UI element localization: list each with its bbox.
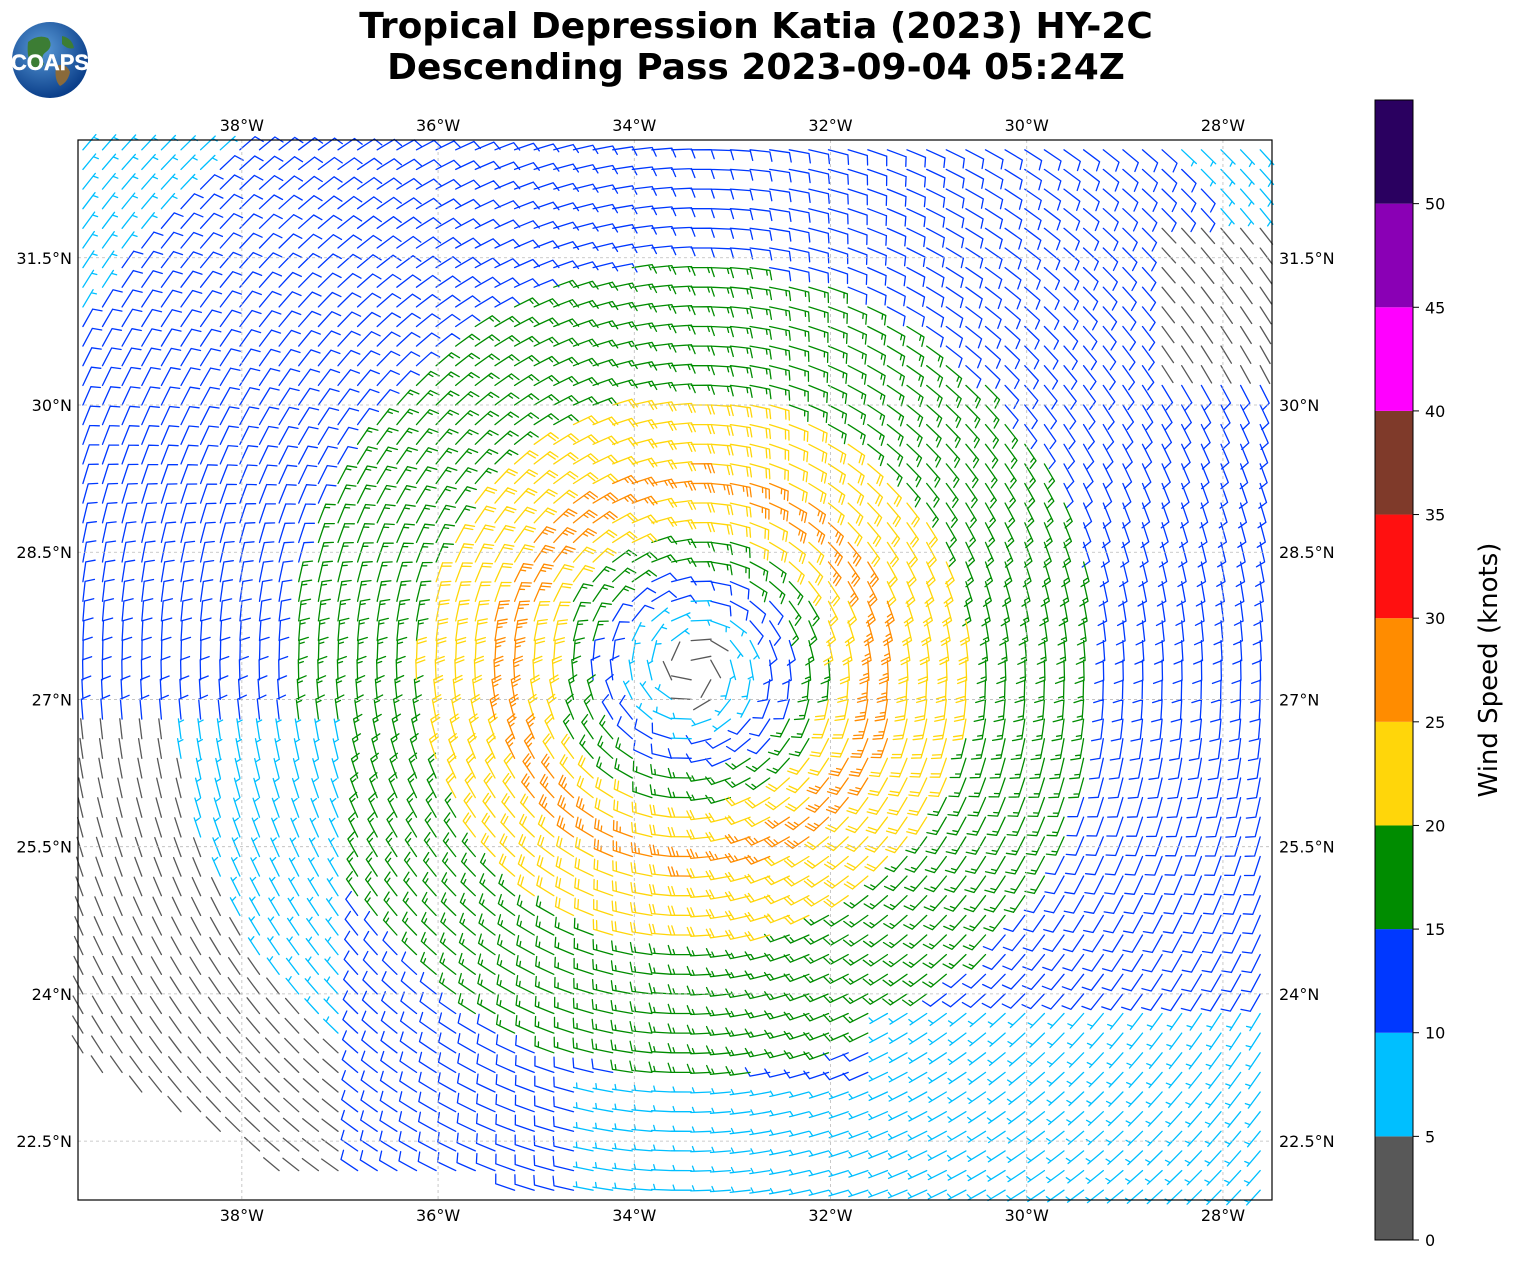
wind-barb-group	[71, 227, 1274, 1172]
colorbar-frame	[1374, 99, 1414, 1241]
colorbar-tick-label: 40	[1425, 402, 1445, 421]
colorbar-bin	[1375, 514, 1413, 619]
lon-tick-label: 36°W	[416, 116, 460, 135]
colorbar-tick-label: 5	[1425, 1127, 1435, 1146]
lon-tick-label: 34°W	[612, 1206, 656, 1225]
map-gridlines	[78, 140, 1272, 1200]
lon-tick-label: 28°W	[1201, 116, 1245, 135]
lat-tick-label: 22.5°N	[16, 1132, 72, 1151]
wind-barb-group	[489, 463, 895, 877]
wind-barbs	[71, 133, 1275, 1206]
wind-barb-group	[295, 263, 1090, 1076]
lat-tick-label: 28.5°N	[1279, 543, 1335, 562]
lat-tick-label: 27°N	[32, 690, 72, 709]
lat-tick-label: 24°N	[32, 985, 72, 1004]
colorbar-tick-label: 25	[1425, 713, 1445, 732]
title-line-2: Descending Pass 2023-09-04 05:24Z	[387, 47, 1125, 88]
lon-tick-label: 32°W	[808, 116, 852, 135]
lat-labels-right: 31.5°N 30°N 28.5°N 27°N 25.5°N 24°N 22.5°N	[1279, 249, 1335, 1151]
lat-tick-label: 25.5°N	[1279, 838, 1335, 857]
lon-tick-label: 30°W	[1005, 1206, 1049, 1225]
colorbar-bin	[1375, 721, 1413, 826]
colorbar-tick-label: 20	[1425, 816, 1445, 835]
lat-tick-label: 22.5°N	[1279, 1132, 1335, 1151]
lat-tick-label: 30°N	[1279, 396, 1319, 415]
colorbar-bin	[1375, 410, 1413, 515]
colorbar-bin	[1375, 618, 1413, 722]
lon-tick-label: 34°W	[612, 116, 656, 135]
lat-tick-label: 31.5°N	[16, 249, 72, 268]
colorbar-bin	[1375, 825, 1413, 930]
colorbar-tick-label: 45	[1425, 298, 1445, 317]
figure-title: Tropical Depression Katia (2023) HY-2C D…	[150, 6, 1362, 88]
title-line-1: Tropical Depression Katia (2023) HY-2C	[359, 6, 1153, 47]
colorbar-tick-label: 10	[1425, 1024, 1445, 1043]
colorbar-tick-label: 15	[1425, 920, 1445, 939]
lat-tick-label: 25.5°N	[16, 838, 72, 857]
wind-barb-group	[415, 398, 971, 942]
lat-labels-left: 31.5°N 30°N 28.5°N 27°N 25.5°N 24°N 22.5°N	[16, 249, 72, 1151]
lat-tick-label: 24°N	[1279, 985, 1319, 1004]
colorbar-tick-label: 0	[1425, 1231, 1435, 1250]
colorbar	[1374, 99, 1414, 1241]
colorbar-bin	[1375, 307, 1413, 411]
lon-labels-top: 38°W 36°W 34°W 32°W 30°W 28°W	[220, 116, 1245, 135]
colorbar-bin	[1375, 203, 1413, 308]
wind-barb-group	[80, 136, 1270, 1191]
lat-tick-label: 28.5°N	[16, 543, 72, 562]
colorbar-label: Wind Speed (knots)	[1474, 543, 1504, 798]
lon-tick-label: 38°W	[220, 116, 264, 135]
map-frame	[77, 139, 1273, 1201]
colorbar-tick-label: 30	[1425, 609, 1445, 628]
colorbar-bin	[1375, 1032, 1413, 1137]
colorbar-tick-label: 35	[1425, 506, 1445, 525]
lat-tick-label: 30°N	[32, 396, 72, 415]
lon-labels-bottom: 38°W 36°W 34°W 32°W 30°W 28°W	[220, 1206, 1245, 1225]
lon-tick-label: 38°W	[220, 1206, 264, 1225]
colorbar-ticks: 0 5 10 15 20 25 30 35 40 45 50	[1413, 195, 1445, 1250]
colorbar-tick-label: 50	[1425, 195, 1445, 214]
lon-tick-label: 36°W	[416, 1206, 460, 1225]
lon-tick-label: 28°W	[1201, 1206, 1245, 1225]
colorbar-bin	[1375, 1136, 1413, 1240]
lat-tick-label: 31.5°N	[1279, 249, 1335, 268]
colorbar-bin	[1375, 929, 1413, 1033]
coaps-logo: COAPS	[11, 22, 89, 98]
logo-text: COAPS	[11, 50, 89, 75]
lat-tick-label: 27°N	[1279, 690, 1319, 709]
wind-barb-group	[82, 133, 1275, 1206]
lon-tick-label: 30°W	[1005, 116, 1049, 135]
lon-tick-label: 32°W	[808, 1206, 852, 1225]
colorbar-bin	[1375, 100, 1413, 204]
